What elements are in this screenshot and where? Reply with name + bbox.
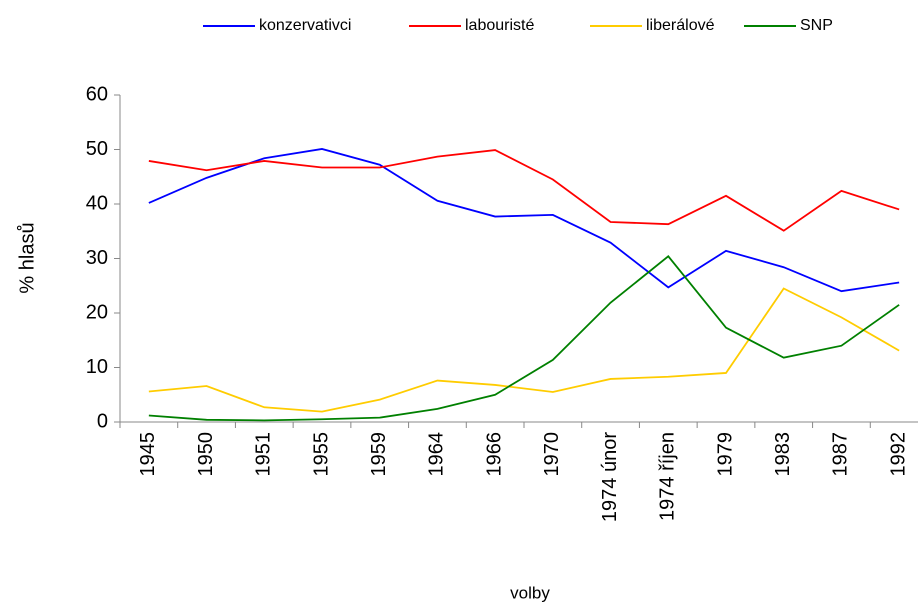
x-tick-label: 1983 xyxy=(772,432,794,477)
y-tick-label: 0 xyxy=(97,410,108,432)
x-tick-label: 1959 xyxy=(368,432,390,477)
y-tick-label: 20 xyxy=(86,301,108,323)
x-tick-label: 1955 xyxy=(310,432,332,477)
y-tick-label: 40 xyxy=(86,192,108,214)
x-tick-label: 1964 xyxy=(426,432,448,477)
x-tick-label: 1951 xyxy=(253,432,275,477)
legend-label: labouristé xyxy=(465,17,534,34)
x-tick-label: 1950 xyxy=(195,432,217,477)
y-tick-label: 10 xyxy=(86,356,108,378)
y-tick-label: 60 xyxy=(86,83,108,105)
x-tick-label: 1945 xyxy=(137,432,159,477)
x-tick-label: 1974 únor xyxy=(599,432,621,522)
x-tick-label: 1992 xyxy=(887,432,909,477)
legend-label: liberálové xyxy=(646,17,715,34)
x-tick-label: 1970 xyxy=(541,432,563,477)
y-axis-label: % hlasů xyxy=(16,222,38,293)
x-tick-label: 1979 xyxy=(714,432,736,477)
x-tick-label: 1987 xyxy=(830,432,852,477)
y-tick-label: 50 xyxy=(86,138,108,160)
series-line xyxy=(148,149,900,232)
series-line xyxy=(148,148,900,293)
legend-label: SNP xyxy=(800,17,833,34)
y-tick-label: 30 xyxy=(86,247,108,269)
x-tick-label: 1966 xyxy=(483,432,505,477)
legend-label: konzervativci xyxy=(259,17,351,34)
series-line xyxy=(148,255,900,422)
x-axis-label: volby xyxy=(510,583,550,602)
series-line xyxy=(148,287,900,413)
x-tick-label: 1974 říjen xyxy=(657,432,679,521)
